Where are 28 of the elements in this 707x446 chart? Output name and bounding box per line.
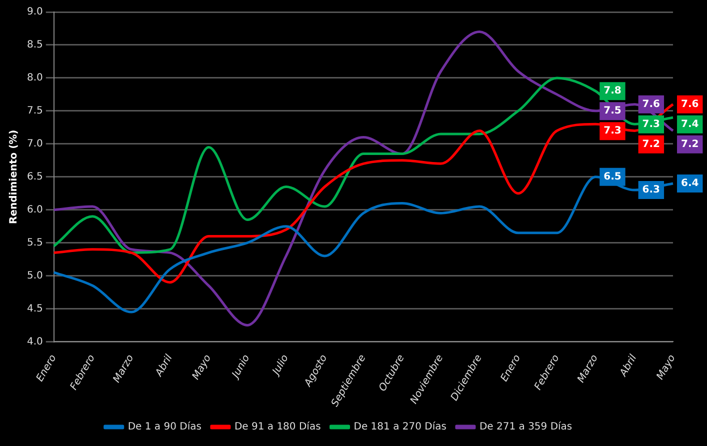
data-label: 7.3 xyxy=(642,118,660,130)
legend-label: De 271 a 359 Días xyxy=(479,422,572,433)
legend-label: De 181 a 270 Días xyxy=(354,422,446,433)
y-tick-label: 7.5 xyxy=(26,106,43,117)
y-tick-label: 8.0 xyxy=(26,72,43,84)
y-axis-title: Rendimiento (%) xyxy=(8,130,20,224)
data-label: 6.4 xyxy=(681,178,699,190)
y-tick-label: 8.5 xyxy=(26,40,43,51)
data-label: 7.2 xyxy=(642,138,660,150)
y-tick-label: 6.5 xyxy=(26,171,43,182)
y-tick-label: 4.0 xyxy=(26,336,43,348)
legend-label: De 91 a 180 Días xyxy=(234,422,321,433)
data-label: 7.5 xyxy=(604,106,622,117)
data-label: 7.6 xyxy=(642,98,660,110)
y-tick-label: 9.0 xyxy=(26,6,43,18)
y-tick-label: 5.0 xyxy=(26,270,43,282)
data-label: 7.6 xyxy=(681,98,699,110)
data-label: 7.3 xyxy=(604,126,622,137)
y-tick-label: 6.0 xyxy=(26,204,43,216)
y-tick-label: 7.0 xyxy=(26,138,43,150)
data-label: 6.3 xyxy=(642,184,660,196)
data-label: 7.4 xyxy=(681,118,699,130)
data-label: 7.2 xyxy=(681,138,699,150)
y-tick-label: 5.5 xyxy=(26,237,43,248)
y-tick-label: 4.5 xyxy=(26,303,43,314)
data-label: 7.8 xyxy=(604,86,622,97)
data-label: 6.5 xyxy=(604,171,622,182)
legend-label: De 1 a 90 Días xyxy=(128,422,202,433)
